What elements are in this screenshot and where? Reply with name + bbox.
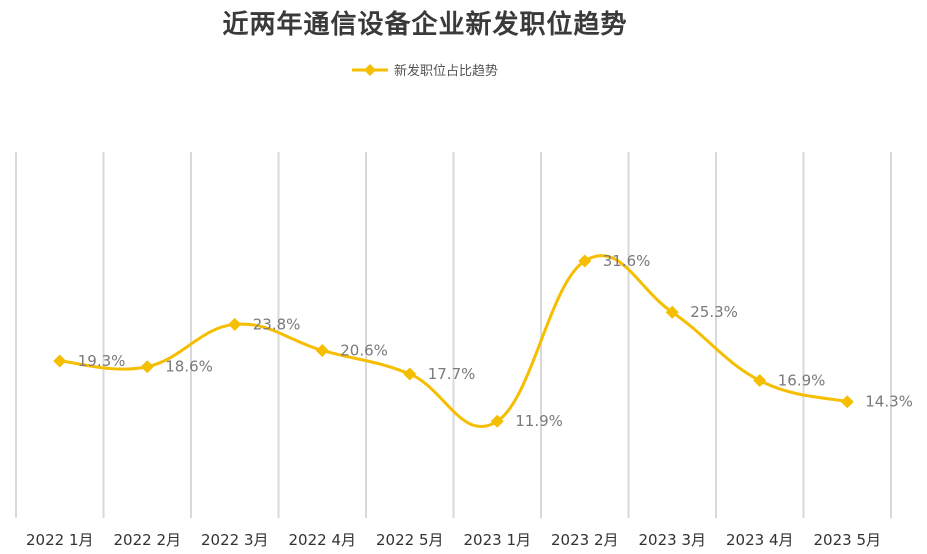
data-label: 25.3% <box>690 303 738 321</box>
data-label: 20.6% <box>340 341 388 359</box>
data-label: 18.6% <box>165 358 213 376</box>
data-label: 14.3% <box>865 393 913 411</box>
chart-title: 近两年通信设备企业新发职位趋势 <box>222 10 628 40</box>
data-label: 31.6% <box>603 252 651 270</box>
x-tick-label: 2023 2月 <box>551 531 619 549</box>
chart-legend: 新发职位占比趋势 <box>0 60 850 79</box>
x-tick-label: 2022 4月 <box>289 531 357 549</box>
x-tick-label: 2023 1月 <box>464 531 532 549</box>
x-tick-label: 2022 5月 <box>376 531 444 549</box>
data-point-marker <box>840 395 854 409</box>
legend-line-diamond-icon <box>351 63 388 76</box>
x-tick-label: 2022 2月 <box>114 531 182 549</box>
data-point-marker <box>490 414 504 428</box>
data-point-marker <box>753 374 767 388</box>
data-point-marker <box>315 343 329 357</box>
data-label: 17.7% <box>428 365 476 383</box>
x-tick-label: 2022 3月 <box>201 531 269 549</box>
data-point-marker <box>665 305 679 319</box>
data-label: 19.3% <box>78 352 126 370</box>
data-point-marker <box>578 254 592 268</box>
x-tick-label: 2023 5月 <box>814 531 882 549</box>
x-tick-label: 2022 1月 <box>26 531 94 549</box>
series-line <box>59 254 848 429</box>
data-point-marker <box>403 367 417 381</box>
data-label: 11.9% <box>515 412 563 430</box>
data-label: 23.8% <box>253 315 301 333</box>
data-label: 16.9% <box>778 372 826 390</box>
x-tick-label: 2023 4月 <box>726 531 794 549</box>
data-point-marker <box>228 317 242 331</box>
x-tick-label: 2023 3月 <box>639 531 707 549</box>
data-point-marker <box>53 354 67 368</box>
legend-series-label: 新发职位占比趋势 <box>393 64 498 79</box>
data-point-marker <box>140 360 154 374</box>
